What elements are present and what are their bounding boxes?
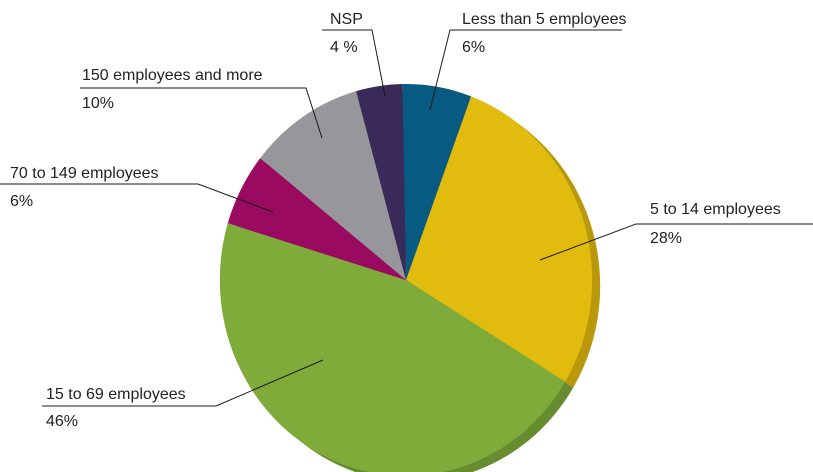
slice-value-150-and-more: 10% bbox=[82, 95, 114, 112]
pie-slice-70-to-149-employees bbox=[227, 158, 406, 280]
pie-slice-5-to-14-employees bbox=[406, 96, 593, 382]
leader-line-150-and-more bbox=[80, 87, 323, 139]
slice-label-150-and-more: 150 employees and more bbox=[82, 67, 263, 84]
slice-label-less-than-5: Less than 5 employees bbox=[462, 11, 627, 28]
slice-value-5-to-14: 28% bbox=[650, 230, 682, 247]
leader-line-5-to-14 bbox=[539, 223, 813, 261]
pie-slice-150-employees-and-more bbox=[260, 91, 406, 280]
slice-label-nsp: NSP bbox=[330, 11, 363, 28]
slice-value-less-than-5: 6% bbox=[462, 39, 485, 56]
slice-value-nsp: 4 % bbox=[330, 39, 358, 56]
pie-labels: Less than 5 employees 6% 5 to 14 employe… bbox=[0, 11, 813, 430]
slice-label-70-to-149: 70 to 149 employees bbox=[10, 165, 159, 182]
leader-line-less-than-5 bbox=[429, 29, 622, 111]
slice-value-15-to-69: 46% bbox=[46, 413, 78, 430]
pie-slice-nsp bbox=[356, 84, 406, 280]
pie-slice-15-to-69-employees bbox=[219, 223, 566, 472]
leader-line-nsp bbox=[322, 29, 386, 97]
slice-value-70-to-149: 6% bbox=[10, 193, 33, 210]
slice-label-5-to-14: 5 to 14 employees bbox=[650, 201, 781, 218]
pie-slice-less-than-5-employees bbox=[402, 84, 472, 281]
leader-line-15-to-69 bbox=[42, 359, 324, 407]
slice-label-15-to-69: 15 to 69 employees bbox=[46, 386, 186, 403]
leader-line-70-to-149 bbox=[0, 183, 274, 213]
pie-slices bbox=[219, 84, 593, 472]
